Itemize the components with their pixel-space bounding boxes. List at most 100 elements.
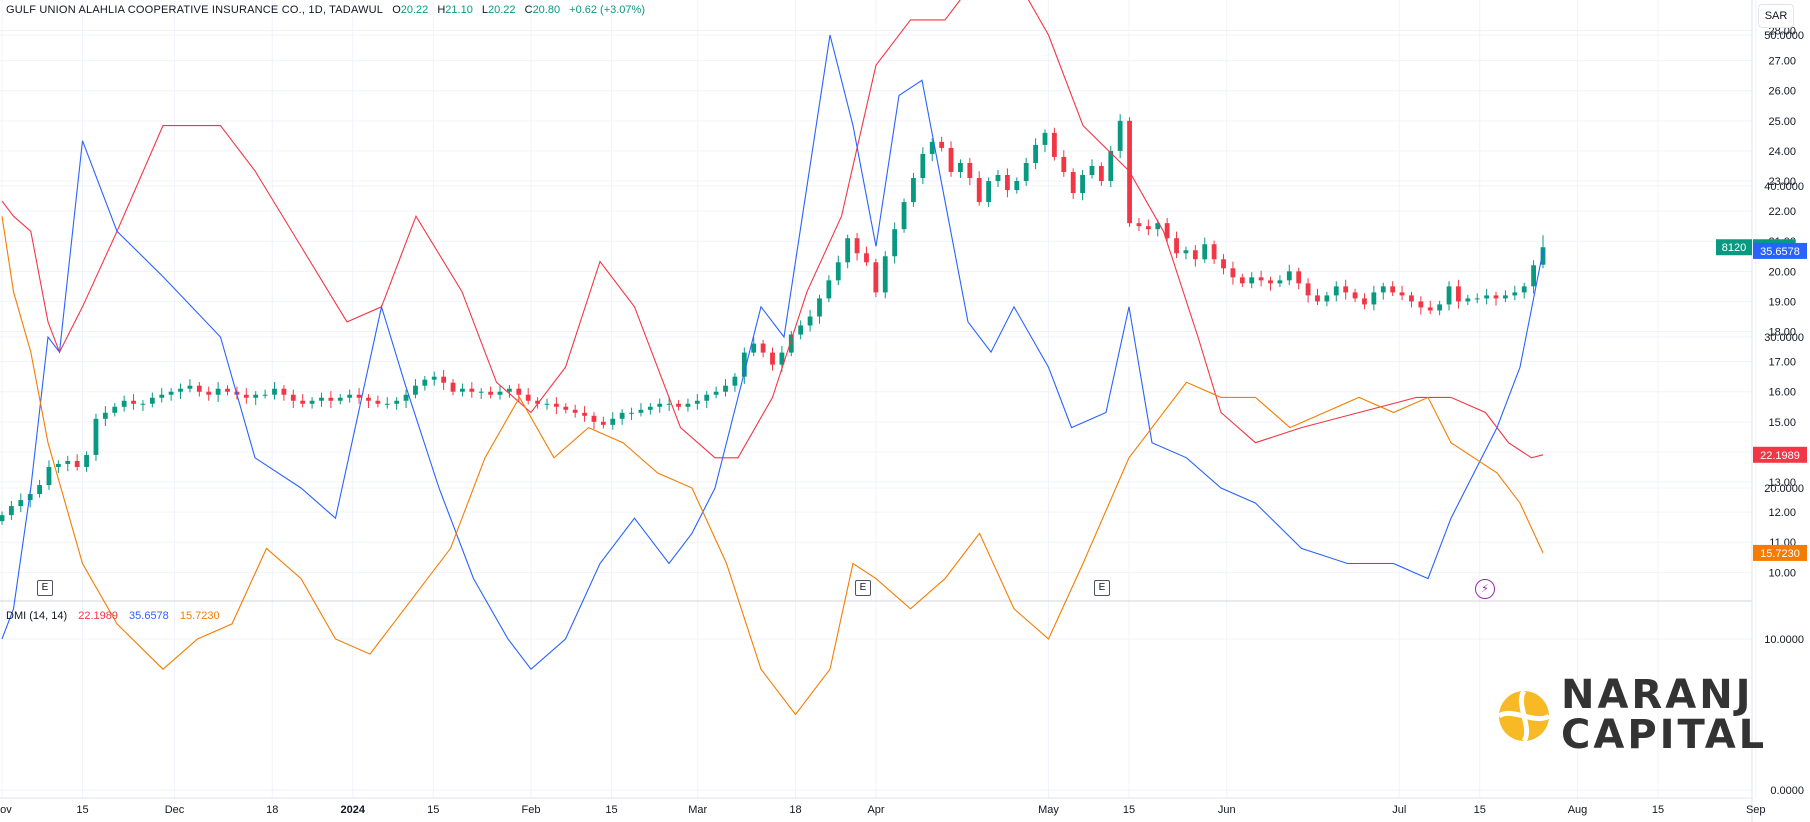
- candle-body: [929, 141, 935, 154]
- candle-body: [497, 391, 503, 395]
- candle-body: [328, 397, 334, 401]
- candle-body: [18, 500, 24, 507]
- high-label: H: [437, 4, 446, 16]
- candle-body: [187, 385, 193, 389]
- currency-button[interactable]: SAR: [1758, 4, 1794, 28]
- time-tick-label: 2024: [341, 804, 366, 816]
- candle-body: [1315, 295, 1320, 302]
- candle-body: [657, 403, 663, 407]
- candle-body: [572, 409, 578, 413]
- candle-body: [1239, 277, 1245, 284]
- candle-body: [441, 376, 447, 383]
- dmi-tick-label: 40.0000: [1764, 181, 1804, 193]
- candle-body: [1070, 171, 1076, 194]
- earnings-marker[interactable]: E: [855, 580, 871, 596]
- logo-line2: CAPITAL: [1561, 712, 1768, 758]
- price-tick-label: 19.00: [1768, 296, 1796, 308]
- candle-body: [1145, 226, 1151, 230]
- candle-body: [281, 388, 287, 395]
- candle-body: [1098, 165, 1104, 182]
- candle-body: [1005, 175, 1010, 191]
- candle-body: [892, 229, 898, 257]
- candle-body: [976, 178, 982, 203]
- candle-body: [911, 178, 916, 203]
- candle-body: [732, 376, 738, 386]
- candle-body: [563, 406, 569, 410]
- dmi-tick-label: 10.0000: [1764, 634, 1804, 646]
- candle-body: [1089, 165, 1095, 175]
- candle-body: [206, 391, 212, 395]
- price-tick-label: 28.00: [1768, 26, 1796, 38]
- dmi-line-plusdi: [1, 34, 1544, 671]
- candle-body: [1333, 286, 1339, 296]
- candle-body: [121, 400, 127, 407]
- lightning-icon[interactable]: ⚡: [1475, 579, 1495, 599]
- dmi-tick-label: 0.0000: [1770, 785, 1804, 797]
- candle-body: [544, 403, 550, 405]
- candle-body: [1051, 132, 1057, 157]
- candle-body: [1437, 304, 1443, 311]
- candle-body: [507, 388, 512, 392]
- candle-body: [102, 412, 108, 419]
- candle-body: [638, 409, 644, 413]
- candle-body: [1268, 280, 1273, 284]
- candle-body: [366, 397, 371, 401]
- candle-body: [1080, 175, 1085, 194]
- candle-body: [958, 162, 963, 172]
- time-tick-label: Sep: [1746, 804, 1766, 816]
- candle-body: [1512, 292, 1518, 296]
- time-tick-label: 15: [1474, 804, 1486, 816]
- candle-body: [1117, 120, 1123, 151]
- price-tick-label: 15.00: [1768, 417, 1796, 429]
- price-tick-label: 17.00: [1768, 357, 1796, 369]
- candle-body: [1343, 286, 1349, 293]
- candle-body: [760, 343, 766, 353]
- candle-body: [939, 141, 945, 148]
- candle-body: [488, 391, 494, 395]
- candle-body: [309, 400, 315, 404]
- change-value: +0.62 (+3.07%): [569, 4, 645, 16]
- candle-body: [262, 394, 268, 396]
- candle-body: [1427, 307, 1433, 311]
- time-tick-label: 18: [789, 804, 801, 816]
- candle-body: [300, 400, 306, 404]
- candle-body: [253, 394, 259, 398]
- candle-body: [431, 376, 437, 380]
- time-tick-label: May: [1038, 804, 1059, 816]
- earnings-marker[interactable]: E: [37, 580, 53, 596]
- candle-body: [403, 394, 409, 401]
- candle-body: [845, 238, 851, 263]
- candle-body: [196, 385, 202, 392]
- candle-body: [1521, 286, 1527, 293]
- symbol-title[interactable]: GULF UNION ALAHLIA COOPERATIVE INSURANCE…: [6, 4, 384, 16]
- candle-body: [384, 403, 390, 405]
- candle-body: [168, 391, 174, 395]
- candle-body: [741, 352, 747, 377]
- earnings-marker[interactable]: E: [1094, 580, 1110, 596]
- candle-body: [995, 175, 1001, 182]
- candle-body: [93, 418, 99, 455]
- close-value: 20.80: [532, 4, 561, 16]
- dmi-series: [1, 0, 1544, 716]
- candle-body: [1399, 292, 1405, 296]
- time-tick-label: 15: [427, 804, 439, 816]
- dmi-axis[interactable]: 60.000050.000040.000030.000020.000010.00…: [1764, 0, 1804, 797]
- candle-body: [84, 454, 89, 467]
- candle-body: [337, 397, 343, 401]
- dmi-tick-label: 50.0000: [1764, 30, 1804, 42]
- candle-body: [1014, 181, 1020, 191]
- price-tick-label: 25.00: [1768, 116, 1796, 128]
- candle-body: [525, 394, 531, 401]
- candle-body: [1305, 283, 1311, 296]
- price-tick-label: 12.00: [1768, 507, 1796, 519]
- open-label: O: [392, 4, 401, 16]
- time-tick-label: Jun: [1218, 804, 1236, 816]
- time-tick-label: 15: [605, 804, 617, 816]
- time-tick-label: Nov: [0, 804, 12, 816]
- candle-body: [394, 400, 400, 404]
- time-axis[interactable]: Nov 15 Dec 18 2024 15 Feb 15 Mar 18 Apr May 15 Jun Jul…: [0, 804, 1766, 816]
- price-tick-label: 20.00: [1768, 266, 1796, 278]
- dmi-last-label-bg: [1753, 544, 1807, 561]
- dmi-legend[interactable]: DMI (14, 14) 22.1989 35.6578 15.7230: [6, 610, 228, 622]
